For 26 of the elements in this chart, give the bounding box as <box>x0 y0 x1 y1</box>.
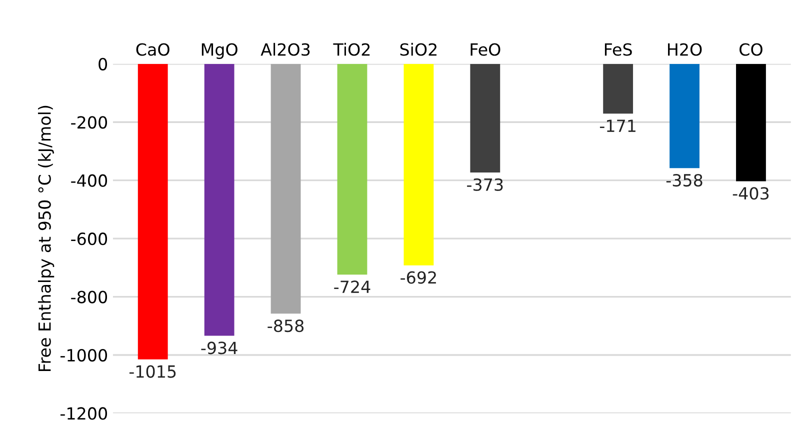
y-tick-label: -1000 <box>60 348 108 362</box>
x-tick-label: CaO <box>136 43 170 56</box>
x-tick-label: CO <box>740 43 762 56</box>
data-label: -171 <box>600 120 636 132</box>
x-tick-label: FeS <box>604 43 632 56</box>
y-tick-label: -800 <box>71 290 108 304</box>
x-tick-label: FeO <box>470 43 500 56</box>
y-tick-label: 0 <box>98 58 108 70</box>
x-tick-label: TiO2 <box>333 42 370 56</box>
y-tick-label: -200 <box>71 116 108 129</box>
data-label: -358 <box>666 174 702 187</box>
data-label: -934 <box>201 342 238 354</box>
data-label: -403 <box>732 187 769 200</box>
y-tick-label: -1200 <box>60 407 108 420</box>
data-label: -724 <box>334 280 370 293</box>
x-tick-label: Al2O3 <box>260 42 310 56</box>
data-label: -858 <box>268 320 304 332</box>
data-label: -373 <box>467 178 503 191</box>
y-tick-label: -600 <box>71 232 108 246</box>
y-axis-title: Free Enthalpy at 950 °C (kJ/mol) <box>38 106 54 371</box>
data-label: -692 <box>400 271 436 284</box>
data-label: -1015 <box>129 365 176 378</box>
x-tick-label: SiO2 <box>400 42 436 56</box>
x-tick-label: MgO <box>202 43 238 60</box>
y-tick-label: -400 <box>71 174 108 187</box>
x-tick-label: H2O <box>668 43 702 56</box>
